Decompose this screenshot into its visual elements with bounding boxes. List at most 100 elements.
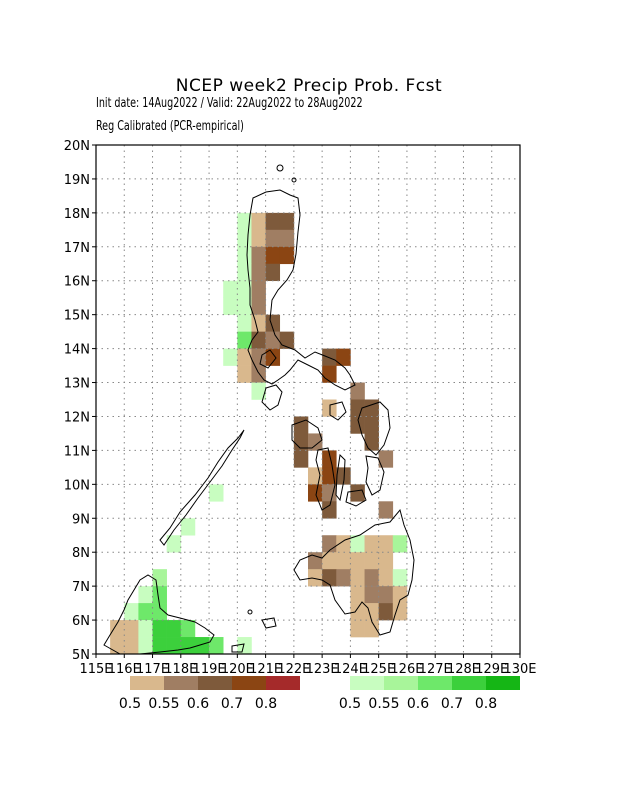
lon-tick-label: 129E [475,662,508,677]
longitude-labels: 115E116E117E118E119E120E121E122E123E124E… [79,654,537,677]
lat-tick-label: 5N [72,648,90,663]
probability-cell [378,535,394,553]
probability-cell [237,297,252,315]
coastline-leyte [365,455,385,496]
lon-tick-label: 125E [362,662,395,677]
probability-cell [293,416,309,434]
coastlines [103,164,415,655]
probability-cell [350,552,365,570]
coastline-panay [291,419,323,449]
probability-cell [364,552,379,570]
probability-cell [223,348,238,366]
probability-cell [279,246,295,265]
probability-cell [265,348,281,366]
probability-cell [237,246,252,265]
legend-swatch [384,676,418,690]
lat-tick-label: 11N [64,444,90,459]
probability-cell [251,331,266,349]
probability-cell [265,229,281,248]
lon-tick-label: 122E [277,662,310,677]
legend-swatch [266,676,300,690]
probability-cell [237,280,252,298]
probability-cell [152,569,167,587]
probability-cell [279,229,295,248]
probability-cell [265,263,281,282]
probability-cell [350,569,365,587]
lat-tick-label: 20N [64,139,90,154]
probability-cell [308,569,323,587]
probability-cell [194,637,210,655]
probability-cell [350,620,365,638]
legend-label: 0.8 [475,696,497,712]
coastline-sulu [231,643,245,653]
probability-cell [251,348,266,366]
probability-cell [237,365,252,383]
probability-cell [237,348,252,366]
probability-cell [237,229,252,248]
probability-cell [322,365,337,383]
probability-cell [237,331,252,349]
probability-cell [322,450,337,468]
probability-cell [364,603,379,621]
probability-cell [350,399,365,417]
legend-swatch [198,676,232,690]
probability-cell [322,569,337,587]
probability-cell [265,331,281,349]
probability-cell [350,586,365,604]
probability-cell [378,552,394,570]
lat-tick-label: 7N [72,580,90,595]
probability-cell [180,518,196,536]
probability-cell [265,314,281,332]
lon-tick-label: 123E [306,662,339,677]
probability-cell [322,535,337,553]
coastline-luzon [246,189,356,391]
legend-label: 0.55 [148,696,179,712]
probability-cell [392,535,408,553]
probability-cell [237,637,252,655]
coastline-cebu [335,453,346,502]
probability-cell [265,246,281,265]
probability-cell [251,212,266,231]
lat-tick-label: 19N [64,173,90,188]
map-title: NCEP week2 Precip Prob. Fcst [175,76,443,96]
probability-cell [322,484,337,502]
probability-cell [364,416,379,434]
probability-cell [336,569,351,587]
lat-tick-label: 8N [72,546,90,561]
probability-cell [166,637,182,655]
gridlines [96,145,520,654]
wet-legend: 0.5 0.55 0.6 0.7 0.8 [339,676,520,712]
lon-tick-label: 127E [419,662,452,677]
lon-tick-label: 119E [193,662,226,677]
probability-cell [237,314,252,332]
probability-cell [180,620,196,638]
probability-cell [223,280,238,298]
coastline-islet [276,164,284,172]
legend-swatch [350,676,384,690]
lat-tick-label: 17N [64,241,90,256]
probability-cell [350,382,365,400]
coastline-borneo [103,574,215,655]
probability-cell [392,569,408,587]
legend-swatch [164,676,198,690]
coastline-mindanao [293,508,415,636]
probability-cell [336,467,351,485]
probability-cell [209,484,224,502]
lat-tick-label: 6N [72,614,90,629]
probability-cell [152,586,167,604]
probability-cell [378,586,394,604]
probability-cells [110,212,408,655]
lon-tick-label: 115E [79,662,112,677]
probability-cell [138,586,153,604]
probability-cell [293,450,309,468]
lon-tick-label: 120E [221,662,254,677]
probability-cell [251,229,266,248]
legend-label: 0.7 [221,696,243,712]
legend-swatch [418,676,452,690]
legend-swatch [130,676,164,690]
probability-cell [350,484,365,502]
probability-cell [265,212,281,231]
probability-cell [378,501,394,519]
latitude-labels: 5N 6N 7N 8N 9N 10N 11N 12N 13N 14N 15N 16N 17N 18N 19N… [64,139,96,663]
coastline-islet [291,177,297,183]
